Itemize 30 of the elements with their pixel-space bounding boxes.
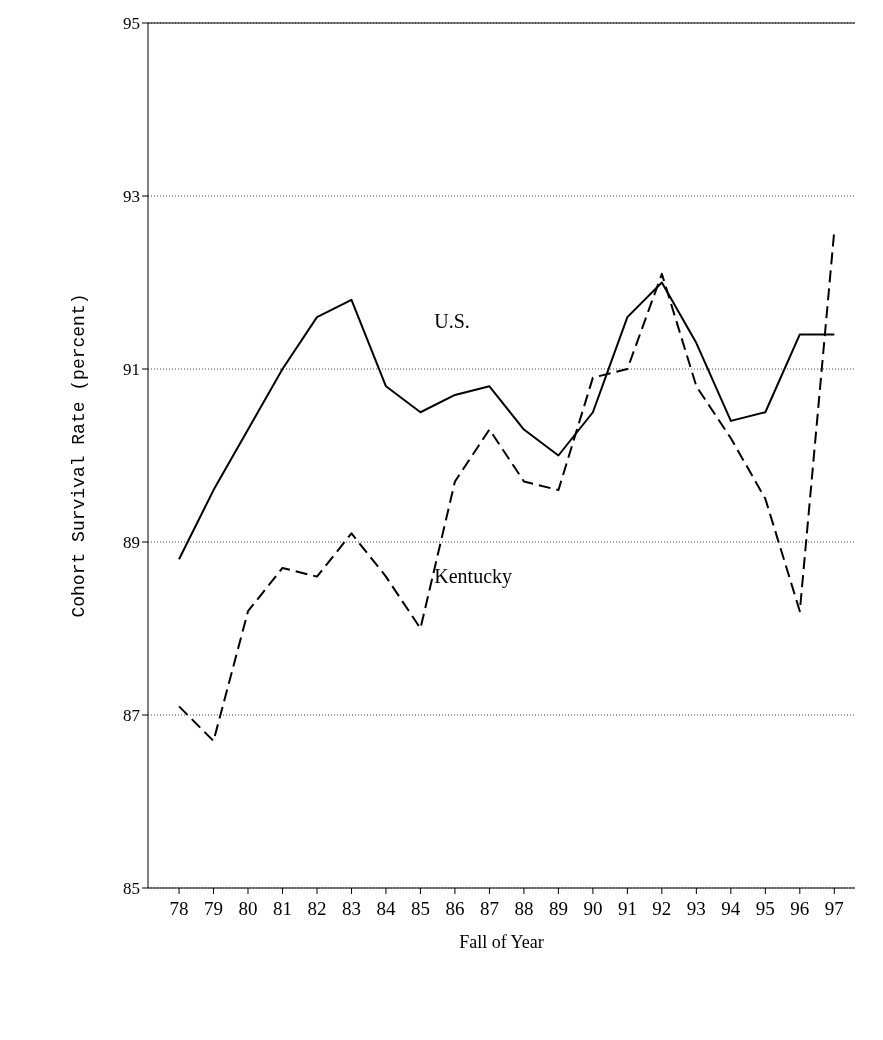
x-tick-label: 79 (204, 898, 224, 920)
y-tick-label: 87 (123, 706, 141, 726)
x-tick-label: 80 (238, 898, 258, 920)
y-tick-label: 91 (123, 360, 140, 380)
y-tick-label: 93 (123, 187, 140, 207)
x-tick-label: 88 (514, 898, 534, 920)
x-tick-label: 91 (617, 898, 637, 920)
text: U.S. (434, 310, 470, 333)
y-tick-label: 95 (123, 14, 140, 34)
x-tick-label: 97 (824, 898, 844, 920)
x-tick-label: 86 (445, 898, 465, 920)
x-tick-label: 94 (721, 898, 741, 920)
x-tick-label: 90 (583, 898, 603, 920)
series-label: Kentucky (434, 564, 513, 588)
x-tick-label: 87 (479, 898, 499, 920)
x-axis-title: Fall of Year (459, 932, 544, 952)
x-tick-label: 83 (341, 898, 361, 920)
x-tick-label: 95 (755, 898, 775, 920)
x-tick-label: 85 (410, 898, 430, 920)
x-tick-label: 92 (652, 898, 672, 920)
x-tick-label: 84 (376, 898, 396, 920)
x-tick-label: 81 (273, 898, 292, 920)
x-tick-label: 82 (307, 898, 327, 920)
y-axis-title: Cohort Survival Rate (percent) (69, 293, 90, 618)
y-tick-label: 89 (123, 533, 140, 553)
x-tick-label: 78 (169, 898, 189, 920)
x-tick-label: 89 (548, 898, 568, 920)
y-tick-label: 85 (123, 879, 140, 899)
x-tick-label: 96 (790, 898, 810, 920)
x-tick-label: 93 (686, 898, 706, 920)
